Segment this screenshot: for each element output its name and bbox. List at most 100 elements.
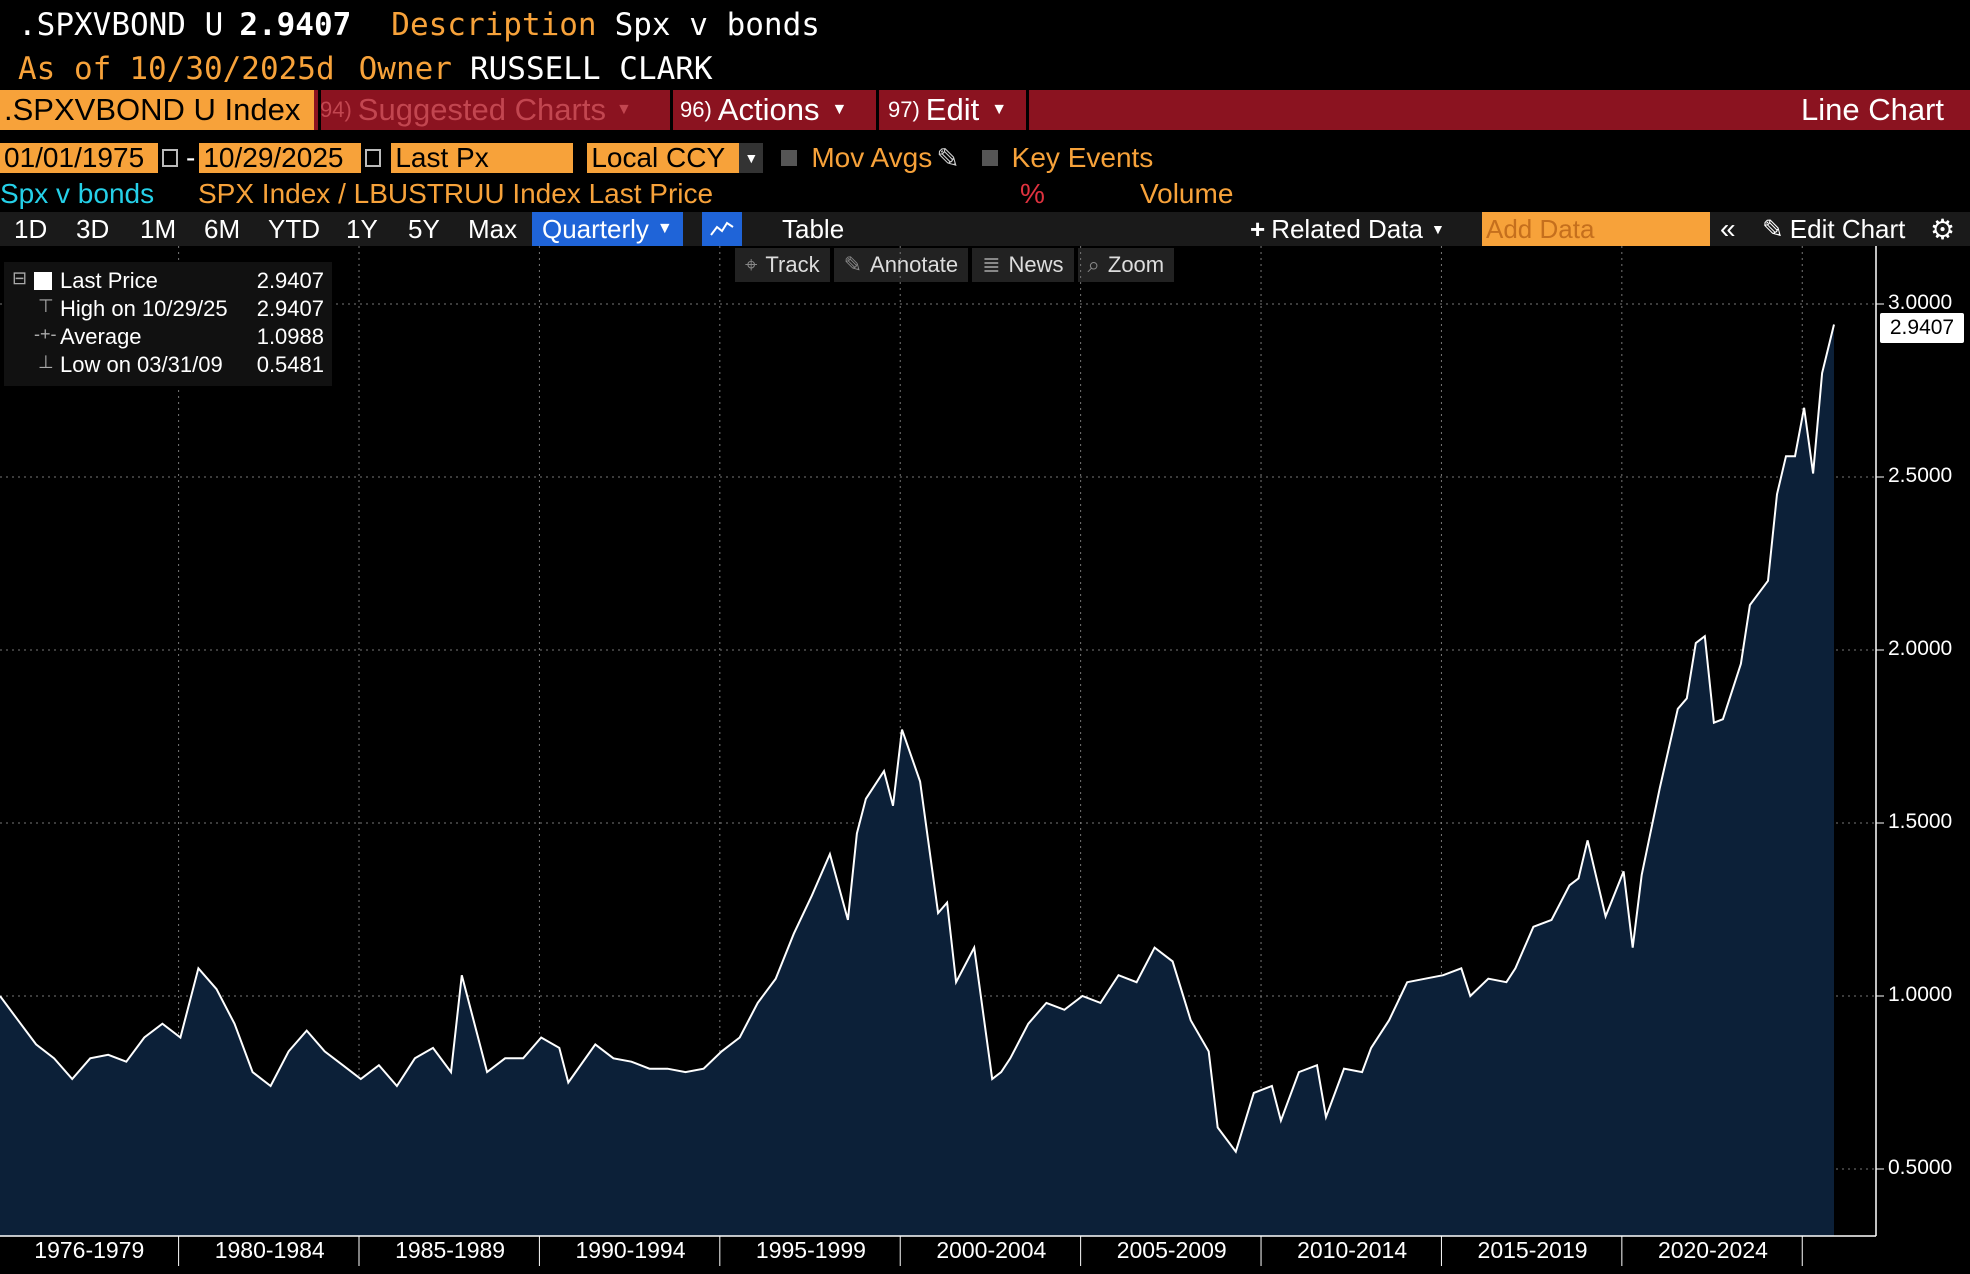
pencil-icon[interactable]: ✎ <box>936 142 960 174</box>
y-tick-label: 1.0000 <box>1888 983 1953 1006</box>
divider <box>318 90 321 130</box>
actions-num: 96) <box>680 97 712 122</box>
period-1d[interactable]: 1D <box>14 213 48 244</box>
controls-row: 01/01/1975 - 10/29/2025 Last Px Local CC… <box>0 142 1153 174</box>
zoom-label: Zoom <box>1107 252 1165 277</box>
series-area <box>0 324 1834 1236</box>
divider <box>876 90 879 130</box>
add-data-input[interactable]: Add Data <box>1482 212 1710 246</box>
chevron-down-icon: ▼ <box>831 101 848 118</box>
owner-label: Owner <box>358 51 452 87</box>
chart-tools: ⌖ Track ✎ Annotate ≣ News ⌕ Zoom <box>735 248 1178 282</box>
stat-value: 2.9407 <box>256 268 324 293</box>
owner: RUSSELL CLARK <box>469 51 713 87</box>
track-label: Track <box>765 252 820 277</box>
stat-label: Average <box>60 324 142 349</box>
y-tick-label: 3.0000 <box>1888 291 1953 314</box>
x-tick-label: 1985-1989 <box>395 1237 506 1263</box>
period-5y[interactable]: 5Y <box>408 213 440 244</box>
edit-chart-button[interactable]: ✎ Edit Chart <box>1762 212 1905 246</box>
table-button[interactable]: Table <box>782 213 845 244</box>
divider <box>670 90 673 130</box>
pencil-icon: ✎ <box>1762 213 1784 244</box>
series-formula: SPX Index / LBUSTRUU Index Last Price <box>198 178 714 209</box>
y-tick-label: 2.0000 <box>1888 637 1953 660</box>
suggested-label: Suggested Charts <box>357 92 606 127</box>
chart-type-label: Line Chart <box>1800 92 1944 127</box>
frequency-select[interactable]: Quarterly ▼ <box>532 212 683 246</box>
title-line: .SPXVBOND U 2.9407 Description Spx v bon… <box>18 4 820 46</box>
suggested-num: 94) <box>320 97 352 122</box>
series-line <box>0 324 1835 1154</box>
index-button[interactable]: .SPXVBOND U Index <box>0 90 314 130</box>
period-1y[interactable]: 1Y <box>346 213 378 244</box>
chevron-down-icon: ▼ <box>656 220 673 237</box>
stats-box: ⊟ Last Price 2.9407 ⊤ High on 10/29/25 2… <box>4 262 332 386</box>
gear-icon[interactable]: ⚙ <box>1930 213 1956 245</box>
related-data-button[interactable]: + Related Data ▼ <box>1250 212 1445 246</box>
edit-num: 97) <box>888 97 920 122</box>
y-tick-label: 1.5000 <box>1888 810 1953 833</box>
start-date-input[interactable]: 01/01/1975 <box>0 142 158 173</box>
annotate-label: Annotate <box>870 252 959 277</box>
annotate-tool[interactable]: ✎ Annotate <box>833 248 969 282</box>
stat-label: Last Price <box>60 268 158 293</box>
magnifier-icon: ⌕ <box>1087 252 1100 277</box>
news-icon: ≣ <box>982 252 1001 277</box>
mov-avgs-checkbox[interactable] <box>781 150 798 166</box>
price-field-select[interactable]: Last Px <box>391 142 574 173</box>
period-3d[interactable]: 3D <box>76 213 110 244</box>
edit-chart-label: Edit Chart <box>1789 213 1906 244</box>
chart-area <box>0 246 1884 1266</box>
collapse-box-icon[interactable]: ⊟ <box>12 268 28 288</box>
news-label: News <box>1008 252 1064 277</box>
edit-button[interactable]: 97) Edit ▼ <box>888 90 1007 130</box>
asof-line: As of 10/30/2025d Owner RUSSELL CLARK <box>18 48 713 90</box>
chevron-down-icon[interactable]: ▼ <box>739 143 764 173</box>
asof-label: As of <box>18 51 112 87</box>
calendar-icon[interactable] <box>365 149 382 167</box>
period-ytd[interactable]: YTD <box>268 213 320 244</box>
key-events-checkbox[interactable] <box>981 150 998 166</box>
description: Spx v bonds <box>614 7 820 43</box>
related-data-label: Related Data <box>1271 213 1423 244</box>
period-max[interactable]: Max <box>468 213 518 244</box>
key-events-label: Key Events <box>1011 142 1154 173</box>
zoom-tool[interactable]: ⌕ Zoom <box>1077 248 1175 282</box>
period-1m[interactable]: 1M <box>140 213 177 244</box>
plus-icon: + <box>1250 213 1266 244</box>
x-tick-label: 2015-2019 <box>1477 1237 1588 1263</box>
series-swatch <box>34 272 52 290</box>
news-tool[interactable]: ≣ News <box>972 248 1074 282</box>
frequency-label: Quarterly <box>542 213 649 244</box>
annotate-icon: ✎ <box>843 252 863 277</box>
divider <box>1026 90 1029 130</box>
low-marker-icon: ⊥ <box>38 352 54 372</box>
y-tick-label: 0.5000 <box>1888 1156 1953 1179</box>
series-legend-row: Spx v bonds SPX Index / LBUSTRUU Index L… <box>0 178 1233 210</box>
stat-label: Low on 03/31/09 <box>60 352 223 377</box>
collapse-icon[interactable]: « <box>1720 213 1736 244</box>
average-marker-icon: -+- <box>34 324 57 344</box>
x-tick-label: 2010-2014 <box>1297 1237 1408 1263</box>
calendar-icon[interactable] <box>162 149 178 167</box>
y-tick-label: 2.5000 <box>1888 464 1953 487</box>
chevron-down-icon: ▼ <box>1430 221 1445 237</box>
x-tick-label: 1995-1999 <box>755 1237 866 1263</box>
line-chart-icon[interactable] <box>702 212 742 246</box>
suggested-charts-button[interactable]: 94) Suggested Charts ▼ <box>320 90 632 130</box>
menu-bar: .SPXVBOND U Index 94) Suggested Charts ▼… <box>0 90 1970 130</box>
end-date-input[interactable]: 10/29/2025 <box>199 142 362 173</box>
actions-button[interactable]: 96) Actions ▼ <box>680 90 847 130</box>
track-tool[interactable]: ⌖ Track <box>735 248 830 282</box>
description-label: Description <box>391 7 597 43</box>
period-6m[interactable]: 6M <box>204 213 241 244</box>
x-tick-label: 2000-2004 <box>936 1237 1047 1263</box>
stat-value: 1.0988 <box>256 324 324 349</box>
x-tick-label: 1976-1979 <box>34 1237 145 1263</box>
currency-select[interactable]: Local CCY <box>587 142 740 173</box>
edit-label: Edit <box>925 92 980 127</box>
chevron-down-icon: ▼ <box>991 101 1008 118</box>
date-dash: - <box>186 142 196 173</box>
ticker: .SPXVBOND U <box>18 7 224 43</box>
